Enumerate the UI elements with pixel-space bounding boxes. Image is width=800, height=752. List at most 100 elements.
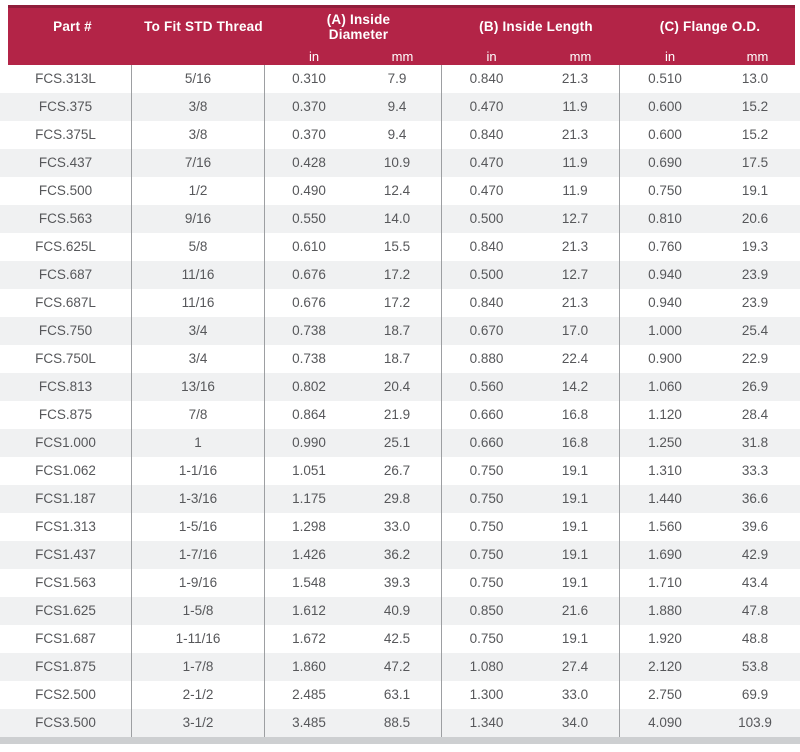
c-mm-cell: 47.8	[741, 603, 769, 618]
b-in-cell: 0.750	[469, 631, 504, 646]
a-in-cell: 0.428	[292, 155, 326, 170]
b-mm-cell: 14.2	[531, 373, 620, 401]
unit-label-c-mm: mm	[746, 48, 769, 64]
c-mm-cell: 48.8	[741, 631, 769, 646]
b-in-cell: 0.750	[469, 463, 504, 478]
b-mm-cell: 21.3	[531, 121, 620, 149]
thread-cell: 5/8	[132, 233, 265, 261]
a-mm-cell: 9.4	[353, 121, 442, 149]
a-in-cell: 1.051	[292, 463, 326, 478]
part-cell: FCS.500	[0, 177, 132, 205]
a-in-cell: 0.610	[292, 239, 326, 254]
a-mm-cell: 21.9	[353, 401, 442, 429]
thread-cell: 7/16	[132, 149, 265, 177]
a-in-cell: 0.370	[292, 127, 326, 142]
b-in-cell: 1.340	[469, 715, 504, 730]
b-mm-cell: 21.3	[531, 65, 620, 93]
a-mm-cell: 9.4	[353, 93, 442, 121]
a-in-cell: 0.550	[292, 211, 326, 226]
b-in-cell: 0.880	[469, 351, 504, 366]
part-cell: FCS.687L	[0, 289, 132, 317]
b-mm-cell: 17.0	[531, 317, 620, 345]
b-mm-cell: 21.3	[531, 289, 620, 317]
a-mm-cell: 25.1	[353, 429, 442, 457]
c-in-cell: 1.690	[648, 547, 682, 562]
a-in-cell: 0.738	[292, 351, 326, 366]
c-mm-cell: 19.1	[741, 183, 769, 198]
unit-label-a-mm: mm	[391, 48, 414, 64]
a-mm-cell: 18.7	[353, 317, 442, 345]
thread-cell: 1-5/8	[132, 597, 265, 625]
a-mm-cell: 88.5	[353, 709, 442, 737]
a-mm-cell: 17.2	[353, 289, 442, 317]
b-mm-cell: 11.9	[531, 177, 620, 205]
part-cell: FCS.563	[0, 205, 132, 233]
table-row: FCS1.187 1-3/16 1.175 29.8 0.750 19.1 1.440 36.…	[0, 485, 800, 513]
part-cell: FCS.375L	[0, 121, 132, 149]
a-in-cell: 1.548	[292, 575, 326, 590]
header-units-row: in mm in mm in mm	[8, 46, 795, 66]
b-mm-cell: 19.1	[531, 485, 620, 513]
column-header-std-thread: To Fit STD Thread	[144, 19, 263, 35]
b-in-cell: 0.850	[469, 603, 504, 618]
a-mm-cell: 10.9	[353, 149, 442, 177]
a-mm-cell: 18.7	[353, 345, 442, 373]
b-in-cell: 0.750	[469, 547, 504, 562]
column-header-inside-length: (B) Inside Length	[479, 19, 593, 35]
part-cell: FCS1.687	[0, 625, 132, 653]
table-row: FCS1.625 1-5/8 1.612 40.9 0.850 21.6 1.880 47.8	[0, 597, 800, 625]
table-row: FCS1.062 1-1/16 1.051 26.7 0.750 19.1 1.310 33.…	[0, 457, 800, 485]
table-row: FCS.375L 3/8 0.370 9.4 0.840 21.3 0.600 15.2	[0, 121, 800, 149]
b-mm-cell: 16.8	[531, 429, 620, 457]
c-in-cell: 0.600	[648, 127, 682, 142]
part-cell: FCS.813	[0, 373, 132, 401]
header-group-row: Part # To Fit STD Thread (A) Inside Diam…	[8, 8, 795, 46]
c-mm-cell: 19.3	[741, 239, 769, 254]
b-mm-cell: 19.1	[531, 457, 620, 485]
table-row: FCS.500 1/2 0.490 12.4 0.470 11.9 0.750 19.1	[0, 177, 800, 205]
table-body: FCS.313L 5/16 0.310 7.9 0.840 21.3 0.510 13.0 FC…	[0, 65, 800, 737]
table-row: FCS.563 9/16 0.550 14.0 0.500 12.7 0.810 20.6	[0, 205, 800, 233]
table-row: FCS.875 7/8 0.864 21.9 0.660 16.8 1.120 28.4	[0, 401, 800, 429]
part-cell: FCS.875	[0, 401, 132, 429]
c-mm-cell: 23.9	[741, 267, 769, 282]
a-mm-cell: 7.9	[353, 65, 442, 93]
b-mm-cell: 11.9	[531, 93, 620, 121]
c-mm-cell: 39.6	[741, 519, 769, 534]
column-header-inside-diameter: (A) Inside Diameter	[326, 11, 391, 42]
b-in-cell: 0.840	[469, 127, 504, 142]
c-mm-cell: 42.9	[741, 547, 769, 562]
b-in-cell: 0.750	[469, 519, 504, 534]
b-mm-cell: 19.1	[531, 513, 620, 541]
a-in-cell: 0.310	[292, 71, 326, 86]
b-in-cell: 0.470	[469, 99, 504, 114]
b-mm-cell: 22.4	[531, 345, 620, 373]
unit-label-b-mm: mm	[569, 48, 592, 64]
b-in-cell: 0.500	[469, 267, 504, 282]
table-row: FCS.687L 11/16 0.676 17.2 0.840 21.3 0.940 23.9	[0, 289, 800, 317]
thread-cell: 5/16	[132, 65, 265, 93]
c-mm-cell: 17.5	[741, 155, 769, 170]
a-mm-cell: 39.3	[353, 569, 442, 597]
part-cell: FCS1.625	[0, 597, 132, 625]
part-cell: FCS1.563	[0, 569, 132, 597]
c-in-cell: 0.690	[648, 155, 682, 170]
c-mm-cell: 23.9	[741, 295, 769, 310]
b-mm-cell: 34.0	[531, 709, 620, 737]
c-mm-cell: 69.9	[741, 687, 769, 702]
thread-cell: 11/16	[132, 261, 265, 289]
c-mm-cell: 15.2	[741, 127, 769, 142]
table-row: FCS.625L 5/8 0.610 15.5 0.840 21.3 0.760 19.3	[0, 233, 800, 261]
thread-cell: 9/16	[132, 205, 265, 233]
c-mm-cell: 43.4	[741, 575, 769, 590]
a-mm-cell: 33.0	[353, 513, 442, 541]
thread-cell: 11/16	[132, 289, 265, 317]
c-mm-cell: 25.4	[741, 323, 769, 338]
thread-cell: 3/4	[132, 345, 265, 373]
b-in-cell: 0.840	[469, 71, 504, 86]
table-row: FCS1.563 1-9/16 1.548 39.3 0.750 19.1 1.710 43.…	[0, 569, 800, 597]
b-in-cell: 0.750	[469, 491, 504, 506]
c-in-cell: 0.940	[648, 295, 682, 310]
thread-cell: 1/2	[132, 177, 265, 205]
thread-cell: 1-7/8	[132, 653, 265, 681]
